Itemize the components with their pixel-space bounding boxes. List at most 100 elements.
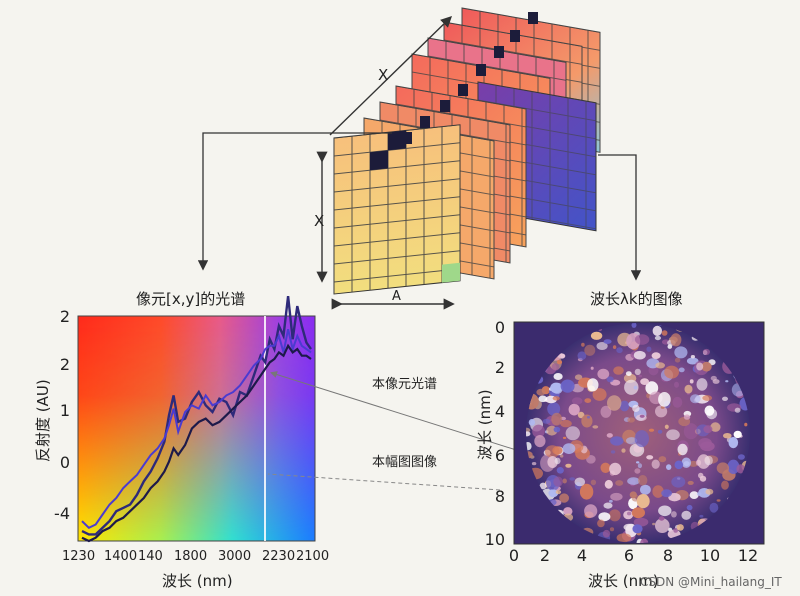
image-grain — [542, 418, 551, 424]
image-grain — [637, 463, 643, 469]
spectrum-xtick: 140 — [138, 549, 163, 564]
image-grain — [606, 376, 614, 383]
image-grain — [734, 407, 741, 413]
spectrum-ytick: -4 — [54, 504, 70, 523]
image-grain — [625, 371, 632, 376]
image-grain — [655, 362, 665, 369]
connector-band — [267, 473, 501, 491]
image-xtick: 0 — [509, 546, 519, 565]
image-grain — [556, 360, 563, 365]
image-grain — [553, 373, 563, 380]
image-grain — [552, 396, 560, 401]
image-grain — [613, 366, 624, 375]
image-grain — [728, 437, 739, 449]
spectrum-chart: 2 2 1 0 -4 1230 1400 140 1800 3000 2230 2100 — [54, 295, 329, 564]
image-grain — [559, 493, 569, 503]
image-grain — [526, 431, 531, 437]
image-grain — [551, 363, 560, 371]
image-grain — [689, 379, 694, 384]
image-grain — [631, 507, 646, 519]
image-ytick: 10 — [485, 530, 505, 549]
image-grain — [560, 419, 572, 428]
image-grain — [673, 528, 679, 533]
image-grain — [621, 448, 626, 453]
image-grain — [584, 344, 596, 356]
image-grain — [704, 405, 715, 416]
image-grain — [664, 365, 679, 379]
image-grain — [698, 438, 712, 449]
image-grain — [658, 505, 672, 517]
image-grain — [648, 428, 655, 432]
annotation-pixel-spectrum: 本像元光谱 — [372, 377, 437, 392]
image-xtick: 12 — [738, 546, 758, 565]
image-grain — [698, 472, 704, 479]
image-xtick: 10 — [700, 546, 720, 565]
image-grain — [666, 429, 680, 441]
spectrum-xtick: 3000 — [218, 549, 251, 564]
spectrum-xtick: 2230 — [262, 549, 295, 564]
watermark: CSDN @Mini_hailang_IT — [640, 575, 782, 589]
image-grain — [528, 419, 536, 426]
image-grain — [592, 388, 607, 401]
image-grain — [733, 430, 742, 439]
image-grain — [569, 477, 575, 481]
image-grain — [548, 489, 559, 498]
image-grain — [547, 402, 561, 416]
image-xlabel: 波长 (nm) — [588, 572, 659, 590]
image-grain — [632, 404, 640, 412]
image-grain — [702, 348, 711, 356]
image-grain — [597, 519, 605, 528]
image-grain — [624, 379, 639, 395]
image-grain — [744, 422, 748, 427]
image-grain — [536, 388, 546, 396]
image-grain — [590, 366, 594, 370]
image-grain — [705, 488, 714, 495]
image-grain — [619, 400, 630, 412]
image-grain — [687, 480, 694, 485]
arrow-to-image — [598, 154, 642, 281]
image-grain — [652, 325, 662, 336]
image-ytick: 6 — [495, 446, 505, 465]
image-grain — [600, 405, 612, 418]
image-grain — [640, 538, 649, 543]
image-grain — [645, 381, 659, 395]
image-grain — [556, 467, 564, 474]
pixel-column — [402, 12, 538, 144]
image-grain — [681, 510, 692, 520]
image-grain — [660, 406, 665, 409]
image-grain — [716, 462, 730, 474]
x-label-left: X — [314, 212, 324, 230]
hyperspectral-cube — [333, 7, 601, 295]
image-grain — [584, 398, 592, 403]
image-grain — [600, 462, 611, 473]
image-grain — [539, 482, 547, 490]
image-grain — [568, 403, 580, 416]
image-grain — [532, 424, 545, 438]
band-image: 0 2 4 6 8 10 0 2 4 6 8 10 12 — [485, 318, 765, 565]
image-grain — [623, 523, 635, 531]
image-grain — [664, 424, 669, 429]
image-grain — [607, 395, 622, 411]
image-grain — [590, 331, 603, 340]
spectrum-series-1 — [81, 295, 312, 536]
spectrum-xtick: 2100 — [296, 549, 329, 564]
image-grain — [683, 414, 691, 420]
image-grain — [702, 395, 713, 401]
image-grain — [550, 382, 562, 394]
image-grain — [562, 443, 576, 454]
image-grain — [681, 457, 692, 468]
image-grain — [586, 455, 596, 464]
image-grain — [581, 414, 593, 428]
image-grain — [676, 524, 684, 531]
spectrum-title: 像元[x,y]的光谱 — [136, 290, 245, 308]
image-grain — [571, 397, 583, 405]
image-grain — [538, 395, 548, 403]
image-grain — [553, 426, 561, 433]
image-grain — [627, 511, 632, 516]
spectrum-xlabel: 波长 (nm) — [162, 572, 233, 590]
image-grain — [674, 357, 681, 363]
image-grain — [654, 335, 662, 341]
image-grain — [721, 480, 729, 490]
image-grain — [627, 417, 635, 423]
image-grain — [615, 480, 624, 486]
